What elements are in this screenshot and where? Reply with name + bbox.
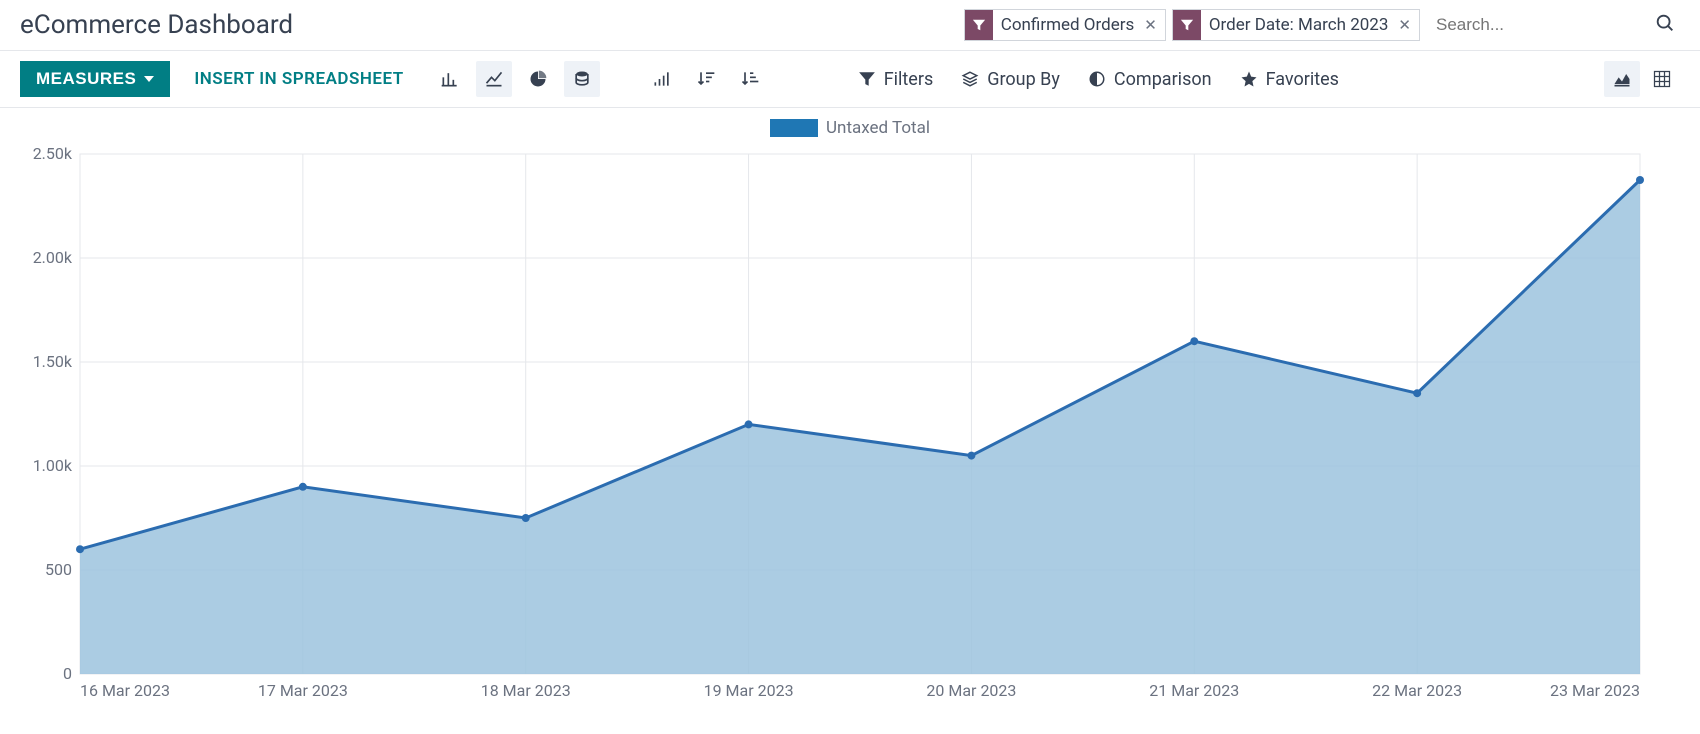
favorites-button[interactable]: Favorites [1230, 65, 1349, 94]
svg-text:2.00k: 2.00k [33, 248, 73, 267]
pivot-view-icon[interactable] [1644, 61, 1680, 97]
chart-area: Untaxed Total 0 500 1.00k 1.50k 2.00k 2.50k 16… [0, 108, 1700, 724]
filter-chip-label: Order Date: March 2023 [1201, 15, 1397, 35]
funnel-icon [1173, 10, 1201, 40]
stacked-icon[interactable] [564, 61, 600, 97]
svg-text:23 Mar 2023: 23 Mar 2023 [1550, 681, 1640, 700]
toolbar: MEASURES INSERT IN SPREADSHEET Filters G… [0, 51, 1700, 108]
filters-label: Filters [884, 69, 934, 90]
search-icon[interactable] [1650, 8, 1680, 42]
line-chart-icon[interactable] [476, 61, 512, 97]
svg-text:1.00k: 1.00k [33, 456, 73, 475]
chart-legend: Untaxed Total [20, 118, 1680, 138]
filter-chips: Confirmed Orders ✕ Order Date: March 202… [964, 9, 1650, 41]
comparison-button[interactable]: Comparison [1078, 65, 1222, 94]
header-bar: eCommerce Dashboard Confirmed Orders ✕ O… [0, 0, 1700, 51]
view-switch [1604, 61, 1680, 97]
svg-text:18 Mar 2023: 18 Mar 2023 [481, 681, 571, 700]
signal-icon[interactable] [644, 61, 680, 97]
pie-chart-icon[interactable] [520, 61, 556, 97]
filters-button[interactable]: Filters [848, 65, 944, 94]
page-title: eCommerce Dashboard [20, 10, 293, 40]
svg-text:0: 0 [63, 664, 72, 683]
groupby-button[interactable]: Group By [951, 65, 1070, 94]
area-chart-view-icon[interactable] [1604, 61, 1640, 97]
sort-asc-icon[interactable] [732, 61, 768, 97]
svg-text:17 Mar 2023: 17 Mar 2023 [258, 681, 348, 700]
area-chart: 0 500 1.00k 1.50k 2.00k 2.50k 16 Mar 2023 17 Ma… [20, 144, 1660, 704]
measures-button[interactable]: MEASURES [20, 61, 170, 97]
legend-swatch [770, 119, 818, 137]
search-input[interactable] [1430, 11, 1650, 39]
filter-chip-order-date[interactable]: Order Date: March 2023 ✕ [1172, 9, 1420, 41]
svg-text:22 Mar 2023: 22 Mar 2023 [1372, 681, 1462, 700]
funnel-icon [965, 10, 993, 40]
svg-text:16 Mar 2023: 16 Mar 2023 [80, 681, 170, 700]
filter-chip-confirmed-orders[interactable]: Confirmed Orders ✕ [964, 9, 1166, 41]
close-icon[interactable]: ✕ [1396, 16, 1419, 34]
groupby-label: Group By [987, 69, 1060, 90]
favorites-label: Favorites [1266, 69, 1339, 90]
svg-text:500: 500 [45, 560, 72, 579]
svg-text:19 Mar 2023: 19 Mar 2023 [704, 681, 794, 700]
measures-label: MEASURES [36, 69, 136, 89]
sort-desc-icon[interactable] [688, 61, 724, 97]
comparison-label: Comparison [1114, 69, 1212, 90]
svg-text:20 Mar 2023: 20 Mar 2023 [926, 681, 1016, 700]
svg-text:1.50k: 1.50k [33, 352, 73, 371]
close-icon[interactable]: ✕ [1142, 16, 1165, 34]
svg-text:2.50k: 2.50k [33, 144, 73, 163]
insert-spreadsheet-button[interactable]: INSERT IN SPREADSHEET [194, 69, 403, 89]
bar-chart-icon[interactable] [432, 61, 468, 97]
svg-text:21 Mar 2023: 21 Mar 2023 [1149, 681, 1239, 700]
legend-label: Untaxed Total [826, 118, 930, 138]
search-box [1430, 11, 1650, 39]
chevron-down-icon [144, 76, 154, 82]
filter-chip-label: Confirmed Orders [993, 15, 1143, 35]
